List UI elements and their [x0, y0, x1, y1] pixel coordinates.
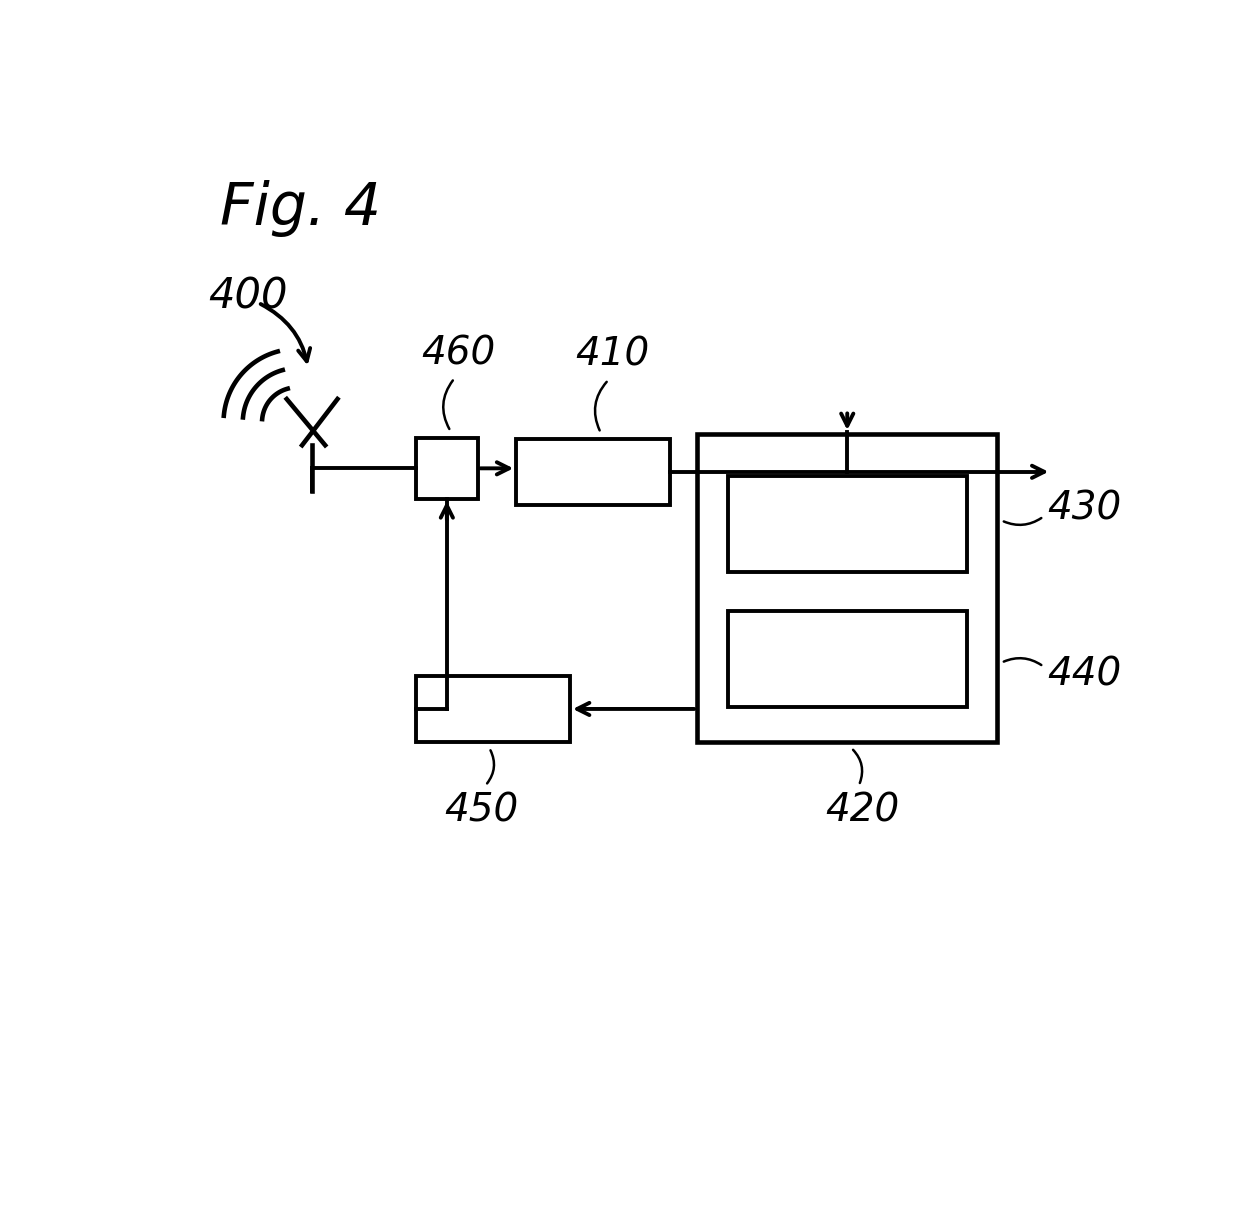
Bar: [697, 433, 997, 741]
Bar: [728, 476, 967, 572]
Text: 430: 430: [1048, 490, 1122, 528]
Text: 460: 460: [422, 334, 496, 372]
Text: 440: 440: [1048, 655, 1122, 693]
Text: 420: 420: [826, 791, 900, 829]
Bar: [417, 676, 570, 741]
Text: 410: 410: [575, 336, 650, 373]
Text: Fig. 4: Fig. 4: [219, 179, 381, 237]
Bar: [728, 611, 967, 707]
Bar: [417, 438, 477, 499]
Bar: [516, 439, 670, 504]
Text: 400: 400: [208, 276, 288, 318]
Text: 450: 450: [444, 791, 518, 829]
